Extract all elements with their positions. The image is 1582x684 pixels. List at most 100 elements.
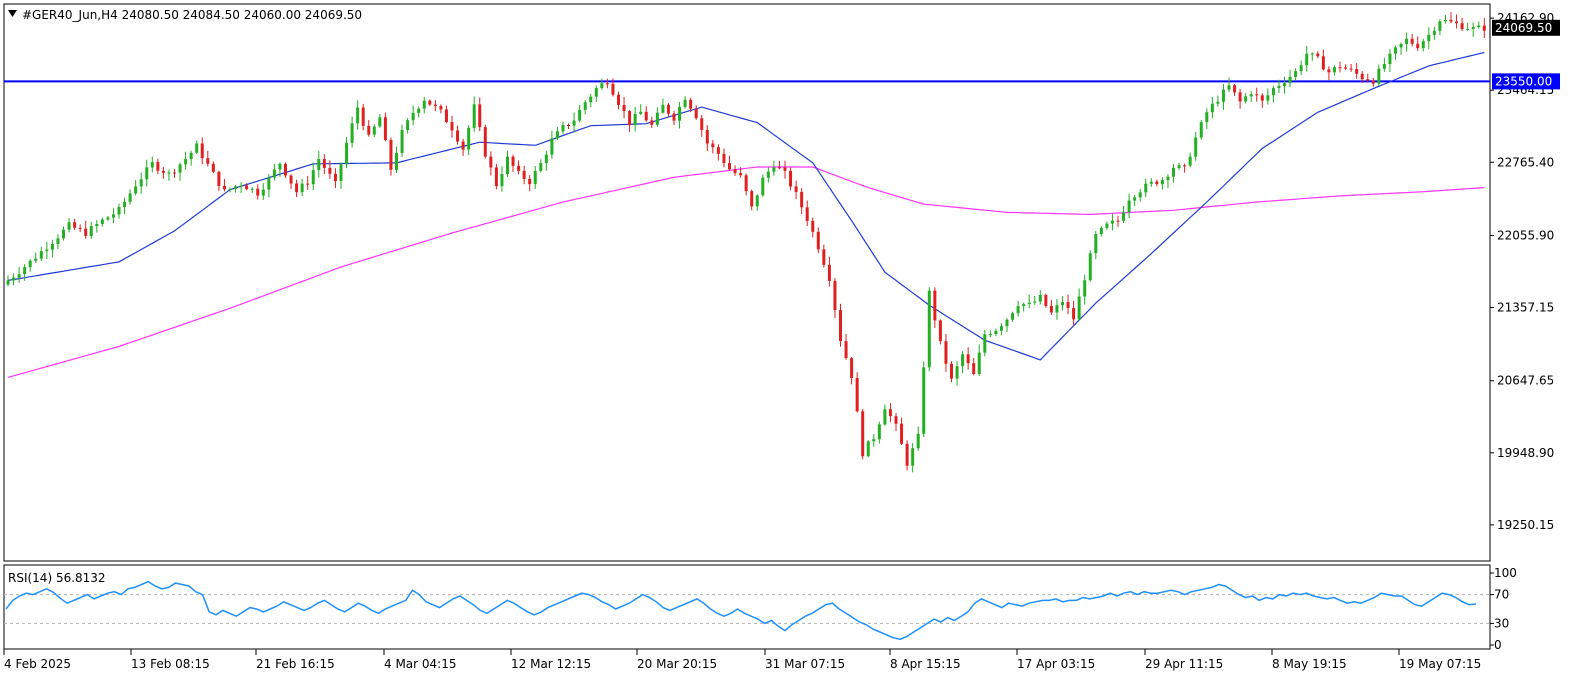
bear-candle xyxy=(644,111,648,121)
bull-candle xyxy=(983,334,987,353)
candles-layer xyxy=(6,12,1486,473)
bear-candle xyxy=(461,141,465,150)
bull-candle xyxy=(1332,67,1336,73)
bull-candle xyxy=(350,123,354,143)
bear-candle xyxy=(306,183,310,185)
bear-candle xyxy=(811,220,815,232)
bear-candle xyxy=(173,172,176,174)
time-tick-label: 4 Mar 04:15 xyxy=(384,657,457,671)
bull-candle xyxy=(1432,30,1436,35)
bear-candle xyxy=(822,249,826,265)
time-tick-label: 12 Mar 12:15 xyxy=(511,657,591,671)
bull-candle xyxy=(89,226,93,237)
bear-candle xyxy=(888,409,892,417)
symbol-menu-triangle-icon[interactable] xyxy=(8,10,17,17)
bull-candle xyxy=(911,448,915,466)
bear-candle xyxy=(672,113,676,121)
bull-candle xyxy=(1127,200,1131,213)
bull-candle xyxy=(1466,28,1470,30)
bull-candle xyxy=(1377,68,1381,84)
bear-candle xyxy=(1066,302,1070,309)
bull-candle xyxy=(272,169,276,178)
time-tick-label: 20 Mar 20:15 xyxy=(637,657,717,671)
bull-candle xyxy=(1294,71,1298,77)
bull-candle xyxy=(1144,183,1148,193)
bear-candle xyxy=(805,207,809,221)
bear-candle xyxy=(1116,220,1120,222)
bear-candle xyxy=(1044,295,1048,306)
bull-candle xyxy=(167,172,171,174)
bull-candle xyxy=(189,152,193,160)
bear-candle xyxy=(950,363,953,379)
bear-candle xyxy=(322,159,326,168)
bull-candle xyxy=(395,152,398,170)
bull-candle xyxy=(916,433,920,449)
bear-candle xyxy=(333,173,337,181)
bull-candle xyxy=(411,112,415,121)
bear-candle xyxy=(1360,73,1364,80)
bear-candle xyxy=(483,127,487,157)
bull-candle xyxy=(772,167,776,172)
bear-candle xyxy=(73,222,77,228)
bull-candle xyxy=(50,243,54,250)
symbol-ohlc-label: #GER40_Jun,H4 24080.50 24084.50 24060.00… xyxy=(22,8,362,22)
bear-candle xyxy=(428,100,432,105)
bull-candle xyxy=(422,100,426,109)
rsi-tick-label: 70 xyxy=(1494,588,1509,602)
bear-candle xyxy=(433,104,437,107)
bull-candle xyxy=(239,185,243,187)
bear-candle xyxy=(700,118,704,130)
bull-candle xyxy=(633,113,637,126)
bull-candle xyxy=(1210,103,1214,113)
bull-candle xyxy=(1027,302,1031,305)
bull-candle xyxy=(234,186,238,190)
bear-candle xyxy=(439,106,443,110)
bull-candle xyxy=(106,217,110,220)
bear-candle xyxy=(855,377,859,412)
bear-candle xyxy=(217,171,221,186)
bull-candle xyxy=(34,258,38,261)
bull-candle xyxy=(1099,227,1103,235)
horizontal-line-price-tag-background xyxy=(1492,73,1560,90)
bull-candle xyxy=(1199,122,1203,138)
bull-candle xyxy=(1266,95,1270,101)
bull-candle xyxy=(278,163,282,170)
bear-candle xyxy=(528,178,532,185)
bear-candle xyxy=(611,83,615,95)
time-tick-label: 4 Feb 2025 xyxy=(4,657,71,671)
bear-candle xyxy=(1355,69,1359,74)
bull-candle xyxy=(1388,53,1392,65)
rsi-indicator-label: RSI(14) 56.8132 xyxy=(8,571,106,585)
bear-candle xyxy=(694,108,698,119)
fast-moving-average-line xyxy=(7,51,1485,361)
bear-candle xyxy=(833,280,837,311)
bull-candle xyxy=(228,189,232,191)
bull-candle xyxy=(1177,165,1181,169)
bull-candle xyxy=(961,354,965,367)
bear-candle xyxy=(900,423,904,444)
bull-candle xyxy=(1138,192,1142,198)
bear-candle xyxy=(222,185,226,190)
bear-candle xyxy=(444,109,448,123)
price-tick-label: 20647.65 xyxy=(1497,374,1554,388)
bull-candle xyxy=(1055,305,1059,313)
bear-candle xyxy=(666,104,670,114)
bull-candle xyxy=(184,159,188,165)
bear-candle xyxy=(361,107,365,126)
bull-candle xyxy=(1105,223,1109,228)
price-tick-label: 19948.90 xyxy=(1497,446,1554,460)
bull-candle xyxy=(12,277,16,281)
bull-candle xyxy=(67,222,71,230)
price-tick-label: 21357.15 xyxy=(1497,301,1554,315)
bear-candle xyxy=(1049,305,1053,313)
bear-candle xyxy=(1410,38,1414,44)
time-tick-label: 19 May 07:15 xyxy=(1399,657,1481,671)
bull-candle xyxy=(1188,156,1192,166)
bear-candle xyxy=(156,162,160,171)
bear-candle xyxy=(1233,85,1237,93)
bear-candle xyxy=(1183,165,1187,167)
bull-candle xyxy=(1310,53,1314,55)
bull-candle xyxy=(1160,180,1164,185)
bear-candle xyxy=(894,416,898,424)
